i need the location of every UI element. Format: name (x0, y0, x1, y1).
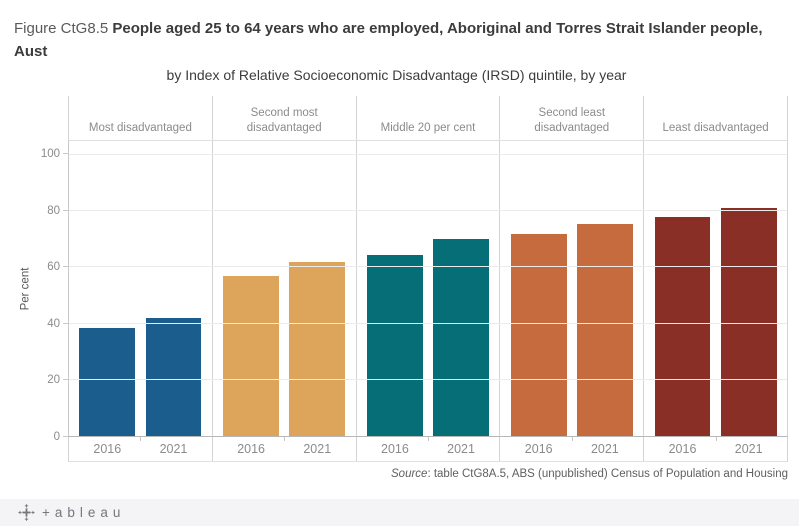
x-tick-label: 2016 (237, 442, 266, 456)
x-tick-mark (715, 437, 717, 441)
tableau-logo-link[interactable]: +ableau (18, 504, 125, 521)
x-label-cell: 2016 2021 (213, 437, 357, 461)
chart-title: Figure CtG8.5 People aged 25 to 64 years… (0, 0, 799, 87)
bar-2021[interactable] (289, 261, 346, 436)
y-tick-label: 80 (47, 204, 60, 217)
x-label-cell: 2016 2021 (500, 437, 645, 461)
y-tick-label: 0 (53, 431, 60, 443)
tableau-footer: +ableau (0, 499, 799, 526)
y-tick-mark (63, 436, 68, 437)
y-axis-title: Per cent (19, 267, 32, 310)
y-tick-mark (63, 209, 68, 211)
x-tick-label: 2016 (524, 442, 553, 456)
x-tick-mark (140, 437, 142, 441)
panel-header: Least disadvantaged (662, 122, 769, 134)
panel-header-row: Most disadvantaged Second most disadvanta… (68, 96, 788, 140)
y-tick-label: 40 (47, 317, 60, 330)
x-axis-labels-row: 2016 2021 2016 2021 2016 2021 2016 2021 2016 2021 (68, 437, 788, 462)
panel (644, 141, 787, 436)
x-tick-label: 2021 (159, 442, 188, 456)
panels-container (69, 141, 787, 436)
gridline (69, 266, 787, 268)
chart-title-prefix: Figure CtG8.5 (14, 20, 113, 37)
y-tick-mark (63, 322, 68, 324)
panel-header: Most disadvantaged (69, 96, 213, 140)
panel (500, 141, 645, 436)
chart-panels-column: Most disadvantaged Second most disadvanta… (68, 96, 788, 462)
y-tick-mark (63, 379, 68, 381)
bar-2016[interactable] (79, 327, 136, 436)
plot-area (68, 140, 788, 437)
x-tick-label: 2016 (381, 442, 409, 456)
source-text: : table CtG8A.5, ABS (unpublished) Censu… (427, 468, 788, 480)
bar-2016[interactable] (510, 233, 567, 436)
x-tick-mark (427, 437, 429, 441)
x-tick-label: 2016 (93, 442, 122, 456)
panel (69, 141, 213, 436)
panel-header: Second least disadvantaged (500, 96, 645, 140)
gridline (69, 154, 787, 156)
bar-2021[interactable] (720, 208, 777, 436)
x-tick-mark (571, 437, 573, 441)
y-axis-title-column: Per cent (14, 96, 36, 462)
tableau-wordmark: +ableau (42, 505, 126, 520)
x-tick-mark (284, 437, 286, 441)
x-label-cell: 2016 2021 (357, 437, 501, 461)
chart-title-main: People aged 25 to 64 years who are emplo… (14, 20, 763, 60)
gridline (69, 210, 787, 212)
bar-2021[interactable] (145, 318, 202, 436)
y-tick-mark (63, 153, 68, 155)
y-tick-label: 100 (40, 148, 60, 161)
gridline (69, 378, 787, 380)
y-tick-label: 20 (47, 374, 60, 387)
y-tick-mark (63, 266, 68, 268)
gridline (69, 322, 787, 324)
y-tick-label: 60 (47, 261, 60, 274)
chart-subtitle: by Index of Relative Socioeconomic Disad… (166, 67, 627, 83)
bar-2016[interactable] (223, 275, 279, 436)
x-label-cell: 2016 2021 (644, 437, 787, 461)
panel-header: Middle 20 per cent (357, 96, 501, 140)
x-tick-label: 2016 (668, 442, 697, 456)
bar-2021[interactable] (577, 223, 633, 436)
y-axis: 0 20 40 60 80 100 (36, 140, 68, 443)
panel-header: Second most disadvantaged (213, 96, 357, 140)
source-word: Source (391, 468, 428, 480)
x-tick-label: 2021 (303, 442, 332, 456)
bar-2021[interactable] (433, 239, 489, 436)
bar-2016[interactable] (367, 254, 423, 436)
tableau-logo-icon (18, 504, 35, 521)
x-tick-label: 2021 (734, 442, 763, 456)
x-label-cell: 2016 2021 (69, 437, 213, 461)
bar-chart: Per cent 0 20 40 60 80 100 Most disadvantaged… (14, 96, 788, 462)
panel (357, 141, 501, 436)
bar-2016[interactable] (654, 216, 711, 436)
x-tick-label: 2021 (590, 442, 619, 456)
x-tick-label: 2021 (447, 442, 475, 456)
panel (213, 141, 357, 436)
source-note: Source: table CtG8A.5, ABS (unpublished)… (0, 468, 788, 480)
